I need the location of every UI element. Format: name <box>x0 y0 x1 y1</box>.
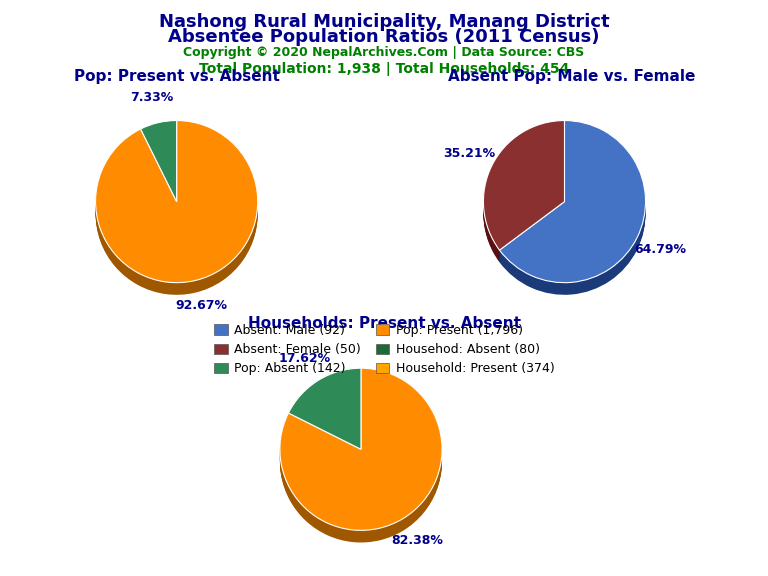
Wedge shape <box>141 122 177 203</box>
Text: Total Population: 1,938 | Total Households: 454: Total Population: 1,938 | Total Househol… <box>199 62 569 76</box>
Wedge shape <box>289 372 361 453</box>
Wedge shape <box>483 122 564 251</box>
Text: Households: Present vs. Absent: Households: Present vs. Absent <box>247 316 521 331</box>
Wedge shape <box>280 374 442 536</box>
Text: Nashong Rural Municipality, Manang District: Nashong Rural Municipality, Manang Distr… <box>159 13 609 31</box>
Wedge shape <box>95 128 258 290</box>
Wedge shape <box>280 369 442 531</box>
Wedge shape <box>141 124 177 204</box>
Wedge shape <box>280 376 442 537</box>
Wedge shape <box>499 131 646 293</box>
Wedge shape <box>280 372 442 535</box>
Text: Pop: Present vs. Absent: Pop: Present vs. Absent <box>74 69 280 84</box>
Wedge shape <box>280 380 442 543</box>
Wedge shape <box>289 374 361 456</box>
Wedge shape <box>141 131 177 212</box>
Wedge shape <box>141 132 177 213</box>
Wedge shape <box>95 124 258 286</box>
Wedge shape <box>483 128 564 257</box>
Wedge shape <box>141 120 177 202</box>
Wedge shape <box>141 123 177 204</box>
Wedge shape <box>499 128 646 290</box>
Wedge shape <box>141 128 177 210</box>
Text: Absent Pop: Male vs. Female: Absent Pop: Male vs. Female <box>449 69 696 84</box>
Text: 7.33%: 7.33% <box>131 91 174 104</box>
Wedge shape <box>483 131 564 260</box>
Wedge shape <box>289 376 361 457</box>
Wedge shape <box>95 127 258 289</box>
Wedge shape <box>499 120 646 283</box>
Wedge shape <box>280 372 442 533</box>
Wedge shape <box>483 126 564 255</box>
Wedge shape <box>141 127 177 208</box>
Wedge shape <box>289 376 361 456</box>
Wedge shape <box>483 132 564 262</box>
Wedge shape <box>483 124 564 254</box>
Wedge shape <box>499 132 646 294</box>
Wedge shape <box>499 122 646 283</box>
Wedge shape <box>289 380 361 461</box>
Wedge shape <box>95 131 258 293</box>
Wedge shape <box>289 377 361 458</box>
Wedge shape <box>280 378 442 540</box>
Wedge shape <box>95 124 258 287</box>
Wedge shape <box>280 380 442 541</box>
Wedge shape <box>95 132 258 294</box>
Wedge shape <box>483 127 564 256</box>
Wedge shape <box>499 128 646 291</box>
Wedge shape <box>483 130 564 259</box>
Wedge shape <box>499 124 646 286</box>
Text: 92.67%: 92.67% <box>175 300 227 312</box>
Wedge shape <box>141 124 177 206</box>
Wedge shape <box>280 373 442 536</box>
Wedge shape <box>95 126 258 288</box>
Wedge shape <box>499 126 646 288</box>
Wedge shape <box>95 132 258 295</box>
Wedge shape <box>289 372 361 452</box>
Wedge shape <box>483 120 564 250</box>
Wedge shape <box>483 123 564 252</box>
Text: 64.79%: 64.79% <box>634 243 686 256</box>
Text: 35.21%: 35.21% <box>443 147 495 160</box>
Wedge shape <box>95 122 258 283</box>
Text: Absentee Population Ratios (2011 Census): Absentee Population Ratios (2011 Census) <box>168 28 600 46</box>
Wedge shape <box>499 124 646 287</box>
Wedge shape <box>95 123 258 285</box>
Wedge shape <box>483 124 564 253</box>
Wedge shape <box>499 132 646 295</box>
Wedge shape <box>280 377 442 540</box>
Wedge shape <box>95 120 258 283</box>
Wedge shape <box>483 132 564 262</box>
Wedge shape <box>141 128 177 209</box>
Legend: Absent: Male (92), Absent: Female (50), Pop: Absent (142), Pop: Present (1,796),: Absent: Male (92), Absent: Female (50), … <box>210 320 558 379</box>
Wedge shape <box>289 370 361 452</box>
Wedge shape <box>289 369 361 450</box>
Wedge shape <box>289 380 361 460</box>
Wedge shape <box>289 373 361 454</box>
Wedge shape <box>499 123 646 285</box>
Wedge shape <box>141 130 177 211</box>
Wedge shape <box>289 378 361 460</box>
Text: 82.38%: 82.38% <box>391 534 443 547</box>
Wedge shape <box>280 376 442 539</box>
Wedge shape <box>280 368 442 530</box>
Wedge shape <box>280 370 442 532</box>
Wedge shape <box>95 128 258 291</box>
Wedge shape <box>499 127 646 289</box>
Wedge shape <box>499 130 646 292</box>
Wedge shape <box>289 368 361 449</box>
Wedge shape <box>483 128 564 258</box>
Wedge shape <box>141 126 177 207</box>
Text: 17.62%: 17.62% <box>279 352 331 365</box>
Wedge shape <box>141 132 177 214</box>
Wedge shape <box>95 130 258 292</box>
Text: Copyright © 2020 NepalArchives.Com | Data Source: CBS: Copyright © 2020 NepalArchives.Com | Dat… <box>184 46 584 59</box>
